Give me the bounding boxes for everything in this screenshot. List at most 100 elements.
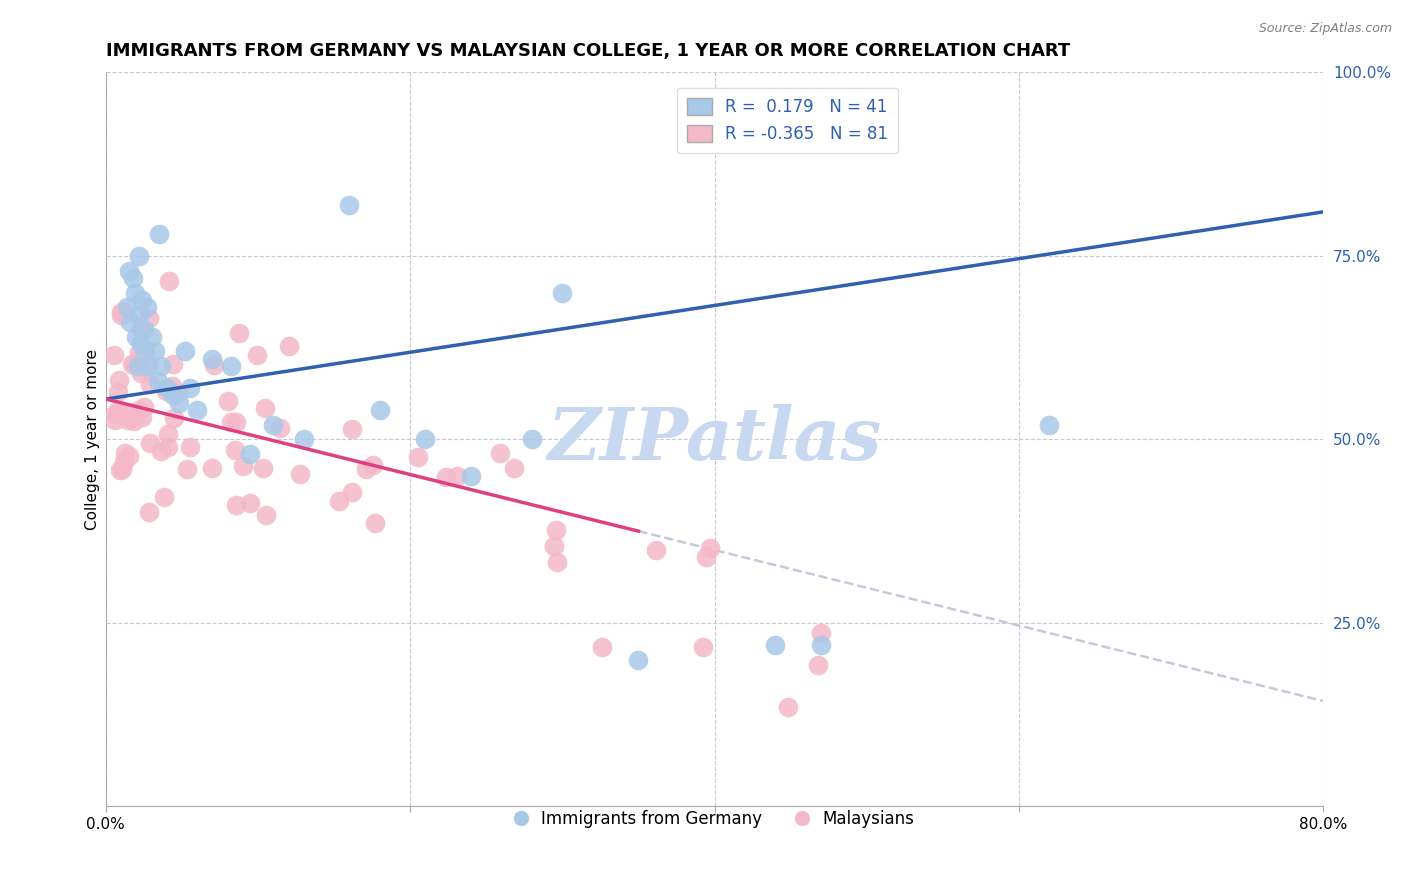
Point <box>239 496 262 510</box>
Point <box>110 309 132 323</box>
Point <box>765 638 787 652</box>
Point <box>125 329 148 343</box>
Point <box>225 499 247 513</box>
Point <box>277 339 299 353</box>
Point <box>342 422 364 436</box>
Text: Source: ZipAtlas.com: Source: ZipAtlas.com <box>1258 22 1392 36</box>
Point <box>122 358 145 372</box>
Point <box>132 400 155 414</box>
Point <box>503 460 526 475</box>
Point <box>232 459 254 474</box>
Point <box>292 433 315 447</box>
Point <box>1038 417 1060 432</box>
Point <box>129 366 152 380</box>
Y-axis label: College, 1 year or more: College, 1 year or more <box>86 349 100 530</box>
Point <box>124 285 146 300</box>
Point <box>415 433 437 447</box>
Point <box>361 458 384 472</box>
Point <box>134 344 156 359</box>
Point <box>162 357 184 371</box>
Point <box>645 542 668 557</box>
Point <box>543 539 565 553</box>
Point <box>138 311 160 326</box>
Point <box>217 394 239 409</box>
Point <box>129 337 152 351</box>
Point <box>328 494 350 508</box>
Point <box>201 461 224 475</box>
Point <box>107 385 129 400</box>
Point <box>810 638 832 652</box>
Point <box>117 412 139 426</box>
Point <box>108 373 131 387</box>
Point <box>627 652 650 666</box>
Point <box>695 549 717 564</box>
Point <box>129 322 152 336</box>
Point <box>460 469 482 483</box>
Point <box>136 301 159 315</box>
Point <box>288 467 311 482</box>
Point <box>340 484 363 499</box>
Point <box>110 305 132 319</box>
Point <box>107 403 129 417</box>
Point <box>166 386 188 401</box>
Point <box>121 357 143 371</box>
Point <box>219 359 242 373</box>
Point <box>546 555 568 569</box>
Legend: Immigrants from Germany, Malaysians: Immigrants from Germany, Malaysians <box>508 804 921 835</box>
Point <box>131 293 153 307</box>
Point <box>128 345 150 359</box>
Point <box>114 446 136 460</box>
Point <box>186 403 208 417</box>
Point <box>138 359 160 373</box>
Point <box>112 305 135 319</box>
Point <box>807 657 830 672</box>
Point <box>520 433 543 447</box>
Point <box>810 625 832 640</box>
Text: ZIPatlas: ZIPatlas <box>547 404 882 475</box>
Point <box>163 411 186 425</box>
Point <box>114 455 136 469</box>
Point <box>224 442 246 457</box>
Point <box>262 417 284 432</box>
Point <box>544 523 567 537</box>
Point <box>434 470 457 484</box>
Point <box>120 315 142 329</box>
Point <box>156 381 179 395</box>
Point <box>104 413 127 427</box>
Point <box>155 384 177 398</box>
Point <box>489 446 512 460</box>
Point <box>179 381 201 395</box>
Point <box>174 344 197 359</box>
Point <box>337 197 360 211</box>
Point <box>269 421 291 435</box>
Point <box>114 407 136 421</box>
Point <box>115 301 138 315</box>
Point <box>153 490 176 504</box>
Point <box>122 271 145 285</box>
Point <box>128 249 150 263</box>
Point <box>139 376 162 391</box>
Point <box>179 441 201 455</box>
Text: IMMIGRANTS FROM GERMANY VS MALAYSIAN COLLEGE, 1 YEAR OR MORE CORRELATION CHART: IMMIGRANTS FROM GERMANY VS MALAYSIAN COL… <box>105 42 1070 60</box>
Point <box>138 505 160 519</box>
Point <box>132 322 155 336</box>
Point <box>103 408 125 422</box>
Point <box>118 450 141 464</box>
Point <box>254 508 277 522</box>
Point <box>131 410 153 425</box>
Point <box>118 263 141 277</box>
Point <box>149 359 172 373</box>
Point <box>253 401 276 416</box>
Point <box>160 379 183 393</box>
Point <box>364 516 387 530</box>
Point <box>202 358 225 372</box>
Point <box>127 359 149 373</box>
Point <box>252 460 274 475</box>
Point <box>146 374 169 388</box>
Point <box>143 344 166 359</box>
Point <box>167 395 190 409</box>
Point <box>228 326 250 340</box>
Point <box>446 468 468 483</box>
Point <box>219 416 242 430</box>
Point <box>157 274 180 288</box>
